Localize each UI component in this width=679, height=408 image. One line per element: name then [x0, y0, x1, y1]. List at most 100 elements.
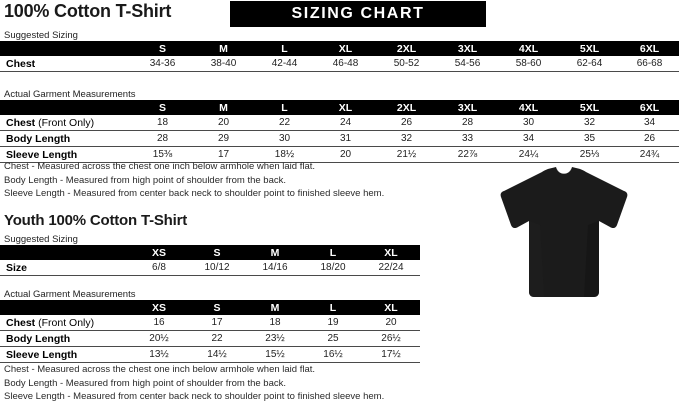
table-row: Sleeve Length 13½ 14½ 15½ 16½ 17½ — [0, 346, 420, 363]
table-cell: 17½ — [362, 346, 420, 363]
table-cell: 34 — [498, 130, 559, 147]
table-row: Chest (Front Only) 16 17 18 19 20 — [0, 315, 420, 331]
table-cell: 29 — [193, 130, 254, 147]
table-row: Sleeve Length 15⅜ 17 18½ 20 21½ 22⅞ 24¼ 25⅓ 24¾ — [0, 146, 679, 163]
table-cell: 62-64 — [559, 56, 620, 72]
table-cell: 26 — [620, 130, 679, 147]
table-cell: 24¼ — [498, 146, 559, 163]
table-row: Body Length 20½ 22 23½ 25 26½ — [0, 330, 420, 347]
table-cell: 20½ — [130, 330, 188, 347]
table-cell: 35 — [559, 130, 620, 147]
table-cell: 6/8 — [130, 260, 188, 276]
adult-note-1: Chest - Measured across the chest one in… — [4, 161, 316, 172]
youth-note-2: Body Length - Measured from high point o… — [4, 377, 286, 389]
adult-note-3: Sleeve Length - Measured from center bac… — [4, 188, 385, 199]
table-header-row: XS S M L XL — [0, 245, 420, 260]
tshirt-product-image — [484, 165, 644, 305]
table-row: Body Length 28 29 30 31 32 33 34 35 26 — [0, 130, 679, 147]
adult-suggested-col-header-l: L — [254, 41, 315, 56]
table-cell: 19 — [304, 315, 362, 331]
table-cell: 28 — [437, 115, 498, 131]
table-cell: 18 — [132, 115, 193, 131]
table-cell: 31 — [315, 130, 376, 147]
adult-actual-col-header-3xl: 3XL — [437, 100, 498, 115]
adult-actual-col-header-xl: XL — [315, 100, 376, 115]
table-header-row: S M L XL 2XL 3XL 4XL 5XL 6XL — [0, 41, 679, 56]
adult-suggested-rowlabel-header — [0, 41, 132, 56]
adult-actual-col-header-6xl: 6XL — [620, 100, 679, 115]
table-cell: 22 — [188, 330, 246, 347]
table-cell: 18 — [246, 315, 304, 331]
table-cell: 58-60 — [498, 56, 559, 72]
row-label-suffix: (Front Only) — [35, 116, 95, 129]
adult-suggested-col-header-6xl: 6XL — [620, 41, 679, 56]
youth-suggested-col-header-l: L — [304, 245, 362, 260]
table-cell: 26½ — [362, 330, 420, 347]
youth-suggested-col-header-xl: XL — [362, 245, 420, 260]
table-cell: 34-36 — [132, 56, 193, 72]
table-cell: 32 — [376, 130, 437, 147]
table-header-row: S M L XL 2XL 3XL 4XL 5XL 6XL — [0, 100, 679, 115]
table-cell: 24¾ — [620, 146, 679, 163]
adult-suggested-row-label: Chest — [0, 56, 132, 72]
adult-actual-col-header-5xl: 5XL — [559, 100, 620, 115]
table-cell: 10/12 — [188, 260, 246, 276]
youth-suggested-col-header-m: M — [246, 245, 304, 260]
row-label-suffix: (Front Only) — [35, 316, 95, 329]
table-cell: 20 — [362, 315, 420, 331]
sizing-chart-banner-label: SIZING CHART — [291, 5, 425, 22]
table-cell: 38-40 — [193, 56, 254, 72]
table-cell: 26 — [376, 115, 437, 131]
youth-suggested-col-header-s: S — [188, 245, 246, 260]
adult-actual-row-label: Sleeve Length — [0, 146, 132, 163]
adult-measurement-notes: Chest - Measured across the chest one in… — [4, 160, 384, 201]
tshirt-icon — [500, 167, 628, 297]
table-cell: 34 — [620, 115, 679, 131]
youth-actual-rowlabel-header — [0, 300, 130, 315]
table-row: Chest 34-36 38-40 42-44 46-48 50-52 54-56 58-60… — [0, 56, 679, 72]
table-cell: 14½ — [188, 346, 246, 363]
table-cell: 15⅜ — [132, 146, 193, 163]
table-cell: 13½ — [130, 346, 188, 363]
table-cell: 22 — [254, 115, 315, 131]
adult-actual-rowlabel-header — [0, 100, 132, 115]
youth-actual-col-header-xl: XL — [362, 300, 420, 315]
youth-suggested-rowlabel-header — [0, 245, 130, 260]
sizing-chart-banner: SIZING CHART — [230, 1, 486, 27]
table-cell: 25⅓ — [559, 146, 620, 163]
youth-suggested-sizing-table: XS S M L XL Size 6/8 10/12 14/16 18/20 22/24 — [0, 245, 420, 276]
youth-suggested-caption: Suggested Sizing — [4, 234, 78, 245]
youth-section-title: Youth 100% Cotton T-Shirt — [4, 212, 188, 229]
youth-note-3: Sleeve Length - Measured from center bac… — [4, 391, 385, 402]
page-title: 100% Cotton T-Shirt — [4, 1, 172, 21]
table-cell: 50-52 — [376, 56, 437, 72]
table-cell: 24 — [315, 115, 376, 131]
youth-actual-row-label: Body Length — [0, 330, 130, 347]
youth-actual-row-label: Chest (Front Only) — [0, 315, 130, 331]
adult-suggested-col-header-2xl: 2XL — [376, 41, 437, 56]
table-body: Chest 34-36 38-40 42-44 46-48 50-52 54-56 58-60… — [0, 56, 679, 72]
adult-actual-col-header-l: L — [254, 100, 315, 115]
table-cell: 14/16 — [246, 260, 304, 276]
youth-actual-row-label: Sleeve Length — [0, 346, 130, 363]
page-header: 100% Cotton T-Shirt SIZING CHART — [0, 0, 679, 30]
table-body: Chest (Front Only) 18 20 22 24 26 28 30 32 34 Body… — [0, 115, 679, 163]
table-cell: 20 — [193, 115, 254, 131]
adult-suggested-col-header-3xl: 3XL — [437, 41, 498, 56]
table-cell: 25 — [304, 330, 362, 347]
adult-note-2: Body Length - Measured from high point o… — [4, 174, 286, 186]
youth-actual-col-header-s: S — [188, 300, 246, 315]
adult-suggested-sizing-table: S M L XL 2XL 3XL 4XL 5XL 6XL Chest 34-36 38-40 42-4… — [0, 41, 679, 72]
adult-actual-col-header-m: M — [193, 100, 254, 115]
table-cell: 30 — [498, 115, 559, 131]
table-body: Chest (Front Only) 16 17 18 19 20 Body Length 2… — [0, 315, 420, 363]
adult-actual-col-header-4xl: 4XL — [498, 100, 559, 115]
table-row: Size 6/8 10/12 14/16 18/20 22/24 — [0, 260, 420, 276]
youth-note-1: Chest - Measured across the chest one in… — [4, 364, 316, 375]
table-cell: 18/20 — [304, 260, 362, 276]
table-cell: 30 — [254, 130, 315, 147]
table-row: Chest (Front Only) 18 20 22 24 26 28 30 32 34 — [0, 115, 679, 131]
youth-actual-caption: Actual Garment Measurements — [4, 289, 136, 300]
table-cell: 17 — [193, 146, 254, 163]
table-body: Size 6/8 10/12 14/16 18/20 22/24 — [0, 260, 420, 276]
